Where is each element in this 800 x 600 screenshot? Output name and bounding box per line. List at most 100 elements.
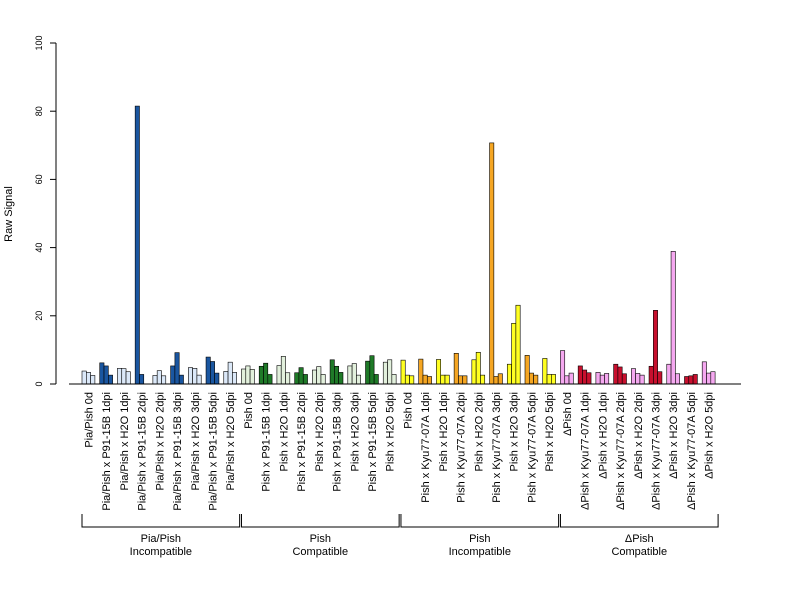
bar <box>263 362 269 385</box>
bar <box>511 322 517 385</box>
bar <box>267 374 273 385</box>
bar <box>604 373 610 385</box>
group-label-line1: ΔPish <box>625 533 654 545</box>
category-label: ΔPish x Kyu77-07A 1dpi <box>580 392 592 510</box>
bar <box>551 374 556 385</box>
bar <box>568 372 574 385</box>
bar <box>232 372 237 385</box>
bar <box>161 375 167 385</box>
category-label: Pia/Pish x P91-15B 3dpi <box>172 392 184 511</box>
bar <box>595 372 601 385</box>
bar <box>241 368 247 385</box>
group-brackets: Pia/PishIncompatiblePishCompatiblePishIn… <box>81 514 719 558</box>
bar <box>103 365 109 385</box>
bar <box>86 372 91 385</box>
bar <box>223 371 229 385</box>
group-bracket <box>400 514 560 528</box>
category-label: ΔPish 0d <box>562 392 574 436</box>
category-label: Pish x H2O 5dpi <box>385 392 397 471</box>
bar <box>675 373 680 385</box>
bar <box>90 375 96 385</box>
bar <box>196 374 202 385</box>
category-label: Pish x P91-15B 2dpi <box>296 392 308 492</box>
group-label-line2: Compatible <box>292 546 348 558</box>
category-label: Pish 0d <box>402 392 414 429</box>
bar <box>462 375 468 385</box>
bar <box>577 365 583 385</box>
category-label: ΔPish x Kyu77-07A 3dpi <box>650 392 662 510</box>
bar <box>121 368 127 385</box>
group-label-line2: Incompatible <box>449 546 511 558</box>
bar <box>639 374 645 385</box>
bar <box>316 366 322 385</box>
category-label: ΔPish x H2O 1dpi <box>597 392 609 479</box>
bar <box>631 368 636 385</box>
category-label: ΔPish x H2O 5dpi <box>704 392 716 479</box>
category-label: Pish x Kyu77-07A 5dpi <box>526 392 538 503</box>
bar <box>320 374 326 385</box>
bar <box>249 369 255 385</box>
bar <box>347 365 353 385</box>
bar <box>280 356 286 385</box>
bar <box>214 372 220 385</box>
bar <box>245 365 251 385</box>
bar <box>458 375 464 385</box>
category-label: Pish x P91-15B 5dpi <box>367 392 379 492</box>
bar <box>533 374 539 385</box>
category-label: Pish x Kyu77-07A 2dpi <box>456 392 468 503</box>
bar <box>515 304 521 385</box>
category-label: Pish x P91-15B 1dpi <box>261 392 273 492</box>
bar <box>599 374 605 385</box>
group-label-line2: Incompatible <box>130 546 192 558</box>
bar <box>108 374 113 385</box>
bar <box>648 365 654 385</box>
bar <box>188 367 193 385</box>
bar <box>404 374 410 385</box>
category-label: Pish x H2O 1dpi <box>278 392 290 471</box>
bar <box>178 374 184 385</box>
bar <box>334 365 339 385</box>
bar <box>152 375 158 385</box>
category-label: Pia/Pish x H2O 5dpi <box>225 392 237 490</box>
category-label: Pish x H2O 2dpi <box>473 392 485 471</box>
bar <box>444 374 450 385</box>
bar <box>258 365 264 385</box>
bar <box>210 361 215 385</box>
bar <box>192 368 198 385</box>
bar <box>684 376 690 385</box>
y-axis-title: Raw Signal <box>3 186 15 242</box>
bar <box>701 361 707 385</box>
group-label-line2: Compatible <box>611 546 667 558</box>
category-label: Pish x H2O 3dpi <box>509 392 521 471</box>
category-label: Pish 0d <box>243 392 255 429</box>
category-label: ΔPish x Kyu77-07A 2dpi <box>615 392 627 510</box>
category-label: Pia/Pish x H2O 1dpi <box>119 392 131 490</box>
bar <box>670 251 676 385</box>
bar <box>489 142 495 385</box>
bar <box>564 375 570 385</box>
bar <box>471 359 477 385</box>
bar <box>365 360 371 385</box>
bar <box>302 374 308 385</box>
bar <box>692 374 698 385</box>
bar <box>99 362 105 385</box>
bar <box>524 355 530 385</box>
category-label: ΔPish x Kyu77-07A 5dpi <box>686 392 698 510</box>
bar <box>613 363 619 385</box>
bar <box>653 310 658 385</box>
bar <box>139 374 145 385</box>
bar <box>710 371 716 385</box>
bar <box>497 373 503 385</box>
y-tick-label: 80 <box>34 106 44 116</box>
y-tick-label: 40 <box>34 243 44 253</box>
bar <box>298 367 304 385</box>
y-tick-label: 100 <box>34 35 44 50</box>
bar <box>426 376 432 385</box>
bar <box>436 359 441 385</box>
bar <box>312 369 317 385</box>
bar <box>174 352 180 385</box>
bar <box>586 372 592 385</box>
bar <box>134 105 140 385</box>
bar <box>156 370 162 385</box>
